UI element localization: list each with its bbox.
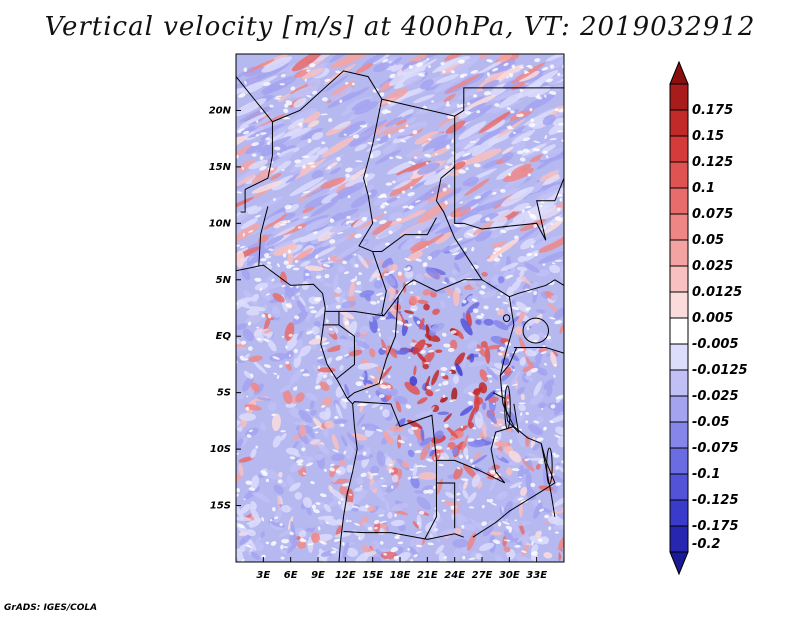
colorbar-top-arrow [669,60,689,85]
colorbar-segment [669,161,689,189]
colorbar-label: 0.005 [692,311,733,326]
border-line [381,98,510,298]
lon-tick-label: 21E [417,570,438,581]
lon-tick-label: 3E [256,570,270,581]
colorbar-label: 0.075 [692,207,733,222]
border-line [540,443,556,517]
border-line [236,76,273,190]
border-line [343,531,464,540]
lon-tick-label: 18E [390,570,411,581]
border-line [236,264,358,562]
lon-tick-label: 24E [444,570,465,581]
latitude-axis: 20N 15N 10N 5N EQ 5S 10S 15S [209,105,241,512]
border-line [346,296,399,399]
colorbar-label: 0.1 [692,181,715,196]
colorbar-label: 0.125 [692,155,733,170]
lon-tick-label: 12E [335,570,356,581]
colorbar-segment [669,369,689,397]
lat-tick-label: 10S [210,444,231,455]
border-line [513,347,564,354]
lat-tick-label: 10N [209,218,232,229]
colorbar-segment [669,83,689,111]
colorbar: 0.175 0.15 0.125 0.1 0.075 0.05 0.025 0.0125 0.0… [669,60,748,576]
border-line [536,177,564,241]
border-line [272,70,383,123]
lat-tick-label: 5N [216,275,232,286]
colorbar-label: 0.05 [692,233,724,248]
lon-tick-label: 9E [311,570,325,581]
border-line [358,121,378,253]
lake-outline [522,317,550,344]
lon-tick-label: 33E [526,570,547,581]
colorbar-segment [669,343,689,371]
lon-tick-label: 30E [499,570,520,581]
longitude-axis: 3E 6E 9E 12E 15E 18E 21E 24E 27E 30E 33E [256,557,547,581]
country-borders [236,70,564,562]
lon-tick-label: 15E [362,570,383,581]
map-title: Vertical velocity [m/s] at 400hPa, VT: 2… [44,12,756,42]
colorbar-segment [669,135,689,163]
border-line [454,87,564,117]
grads-credit: GrADS: IGES/COLA [4,603,98,613]
colorbar-segment [669,421,689,449]
border-line [372,251,387,317]
border-line [325,310,384,317]
lake-outline [546,447,553,485]
colorbar-segment [669,317,689,345]
colorbar-label: -0.005 [692,337,739,352]
lat-tick-label: EQ [216,331,232,342]
colorbar-segment [669,265,689,293]
lon-tick-label: 27E [472,570,493,581]
colorbar-segment [669,239,689,267]
colorbar-segment [669,473,689,501]
border-line [499,347,518,377]
colorbar-label: -0.0125 [692,363,748,378]
border-line [240,189,246,213]
colorbar-segment [669,187,689,215]
lake-outline [504,385,511,430]
lat-tick-label: 15S [210,501,231,512]
border-line [454,166,547,241]
border-line [492,392,520,434]
border-line [509,279,564,298]
colorbar-bottom-arrow [669,551,689,576]
lat-tick-label: 5S [217,388,231,399]
border-line [472,426,556,538]
colorbar-segment [669,525,689,553]
lake-outline [502,314,511,323]
border-line [335,324,355,380]
colorbar-segment [669,395,689,423]
lon-tick-label: 6E [284,570,298,581]
colorbar-label: 0.15 [692,129,724,144]
colorbar-label: -0.125 [692,493,739,508]
velocity-field [236,54,564,562]
colorbar-label: -0.025 [692,389,739,404]
lat-tick-label: 20N [209,105,232,116]
colorbar-label: 0.175 [692,103,733,118]
colorbar-segment [669,213,689,241]
colorbar-segment [669,109,689,137]
colorbar-label: -0.2 [692,537,720,552]
border-line [258,206,269,267]
lat-tick-label: 15N [209,162,232,173]
colorbar-label: -0.175 [692,519,739,534]
colorbar-segment [669,447,689,475]
colorbar-label: -0.075 [692,441,739,456]
colorbar-segment [669,291,689,319]
border-line [372,217,437,253]
colorbar-label: 0.025 [692,259,733,274]
colorbar-label: -0.1 [692,467,720,482]
border-line [435,426,515,529]
colorbar-label: -0.05 [692,415,729,430]
border-line [352,401,437,461]
colorbar-label: 0.0125 [692,285,742,300]
colorbar-segment [669,499,689,527]
border-line [424,482,437,540]
